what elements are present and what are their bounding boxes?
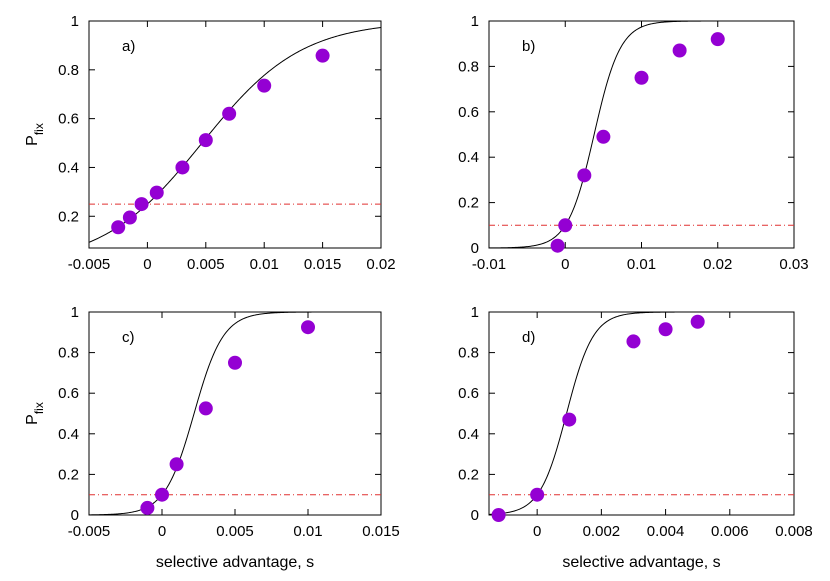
- y-tick-label: 0.8: [58, 345, 79, 362]
- data-point: [149, 185, 164, 200]
- fit-curve: [88, 311, 381, 516]
- data-point: [690, 314, 705, 329]
- chart-panel-d: 0 0.002 0.004 0.006 0.008 0 0.2 0.4 0.6 0.8 1 d) sel…: [458, 304, 813, 571]
- y-tick-label: 0.4: [58, 426, 79, 443]
- x-tick-label: 0.01: [293, 523, 322, 540]
- data-point: [558, 218, 573, 233]
- data-point: [301, 320, 315, 335]
- data-point: [626, 334, 641, 349]
- data-point: [222, 106, 237, 121]
- data-point: [257, 78, 272, 93]
- y-tick-label: 0.2: [458, 195, 479, 212]
- x-tick-label: 0.005: [216, 523, 254, 540]
- plot-frame: [488, 311, 795, 516]
- x-tick-label: -0.01: [472, 256, 506, 273]
- y-tick-label: 1: [71, 13, 79, 30]
- data-point: [155, 487, 169, 502]
- data-point: [198, 401, 213, 416]
- data-point: [134, 197, 149, 212]
- chart-panel-c: -0.005 0 0.005 0.01 0.01500.20.40.60.81c)Pfi…: [24, 304, 400, 571]
- plot-frame: [488, 20, 795, 249]
- data-point: [710, 32, 725, 47]
- y-tick-label: 0.6: [58, 111, 79, 128]
- data-point: [111, 220, 126, 235]
- y-tick-label: 0.6: [458, 104, 479, 121]
- data-point: [658, 322, 673, 337]
- data-point: [140, 500, 155, 515]
- x-tick-label: 0.01: [627, 256, 656, 273]
- data-point: [315, 48, 330, 63]
- data-point: [198, 133, 213, 148]
- data-point: [550, 238, 565, 253]
- y-tick-label: 0.4: [458, 426, 479, 443]
- x-tick-label: 0.02: [703, 256, 732, 273]
- data-point: [228, 355, 242, 370]
- data-point: [634, 70, 649, 85]
- panel-label: b): [522, 38, 535, 55]
- fit-curve: [489, 20, 794, 249]
- chart-panel-a: -0.005 0 0.005 0.01 0.015 0.02 0.2 0.4 0.6 0.8 1 a)…: [24, 13, 396, 273]
- y-tick-label: 0.8: [458, 345, 479, 362]
- y-tick-label: 0.8: [458, 58, 479, 75]
- data-point: [169, 457, 184, 472]
- y-tick-label: 0.6: [58, 385, 79, 402]
- x-tick-label: 0.004: [647, 523, 685, 540]
- panel-label: c): [122, 329, 135, 346]
- x-tick-label: 0.008: [775, 523, 813, 540]
- y-tick-label: 1: [71, 304, 79, 321]
- y-tick-label: 0: [471, 240, 479, 257]
- data-point: [530, 487, 545, 502]
- x-axis-label: selective advantage, s: [562, 554, 720, 571]
- y-tick-label: 0: [71, 507, 79, 524]
- x-tick-label: 0.002: [583, 523, 621, 540]
- x-tick-label: 0.006: [711, 523, 749, 540]
- y-tick-label: 0.4: [458, 149, 479, 166]
- x-tick-label: -0.005: [68, 256, 111, 273]
- x-tick-label: 0.015: [362, 523, 400, 540]
- x-tick-label: 0.03: [779, 256, 808, 273]
- y-axis-label: Pfix: [24, 402, 46, 425]
- x-tick-label: 0: [533, 523, 541, 540]
- x-tick-label: 0: [158, 523, 166, 540]
- y-tick-label: 0.2: [458, 466, 479, 483]
- data-point: [577, 168, 592, 183]
- data-point: [122, 210, 137, 225]
- panel-label: d): [522, 329, 535, 346]
- y-tick-label: 0.2: [58, 208, 79, 225]
- data-point: [175, 160, 190, 175]
- data-point: [596, 129, 611, 144]
- y-tick-label: 0.8: [58, 62, 79, 79]
- y-tick-label: 0: [471, 507, 479, 524]
- x-axis-label: selective advantage, s: [156, 554, 314, 571]
- data-point: [562, 412, 577, 427]
- panel-label: a): [122, 38, 135, 55]
- y-tick-label: 0.2: [58, 466, 79, 483]
- y-axis-label: Pfix: [24, 123, 46, 146]
- y-tick-label: 1: [471, 13, 479, 30]
- x-tick-label: -0.005: [68, 523, 111, 540]
- y-tick-label: 0.4: [58, 159, 79, 176]
- data-point: [672, 43, 687, 58]
- plot-frame: [88, 20, 382, 249]
- fit-curve: [88, 26, 382, 243]
- x-tick-label: 0.01: [250, 256, 279, 273]
- y-tick-label: 1: [471, 304, 479, 321]
- x-tick-label: 0: [143, 256, 151, 273]
- data-point: [491, 508, 506, 522]
- x-tick-label: 0.02: [366, 256, 395, 273]
- x-tick-label: 0.015: [304, 256, 342, 273]
- x-tick-label: 0: [561, 256, 569, 273]
- x-tick-label: 0.005: [187, 256, 225, 273]
- y-tick-label: 0.6: [458, 385, 479, 402]
